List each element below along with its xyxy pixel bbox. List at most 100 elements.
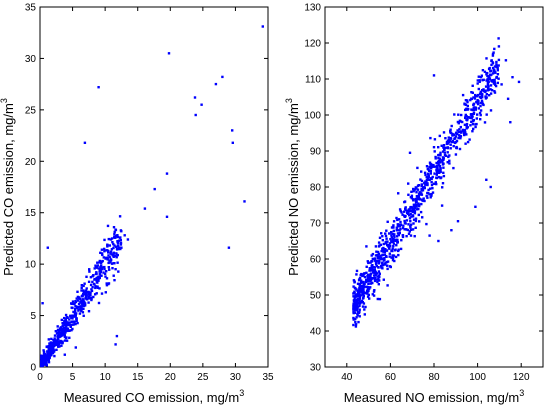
- co-data-point: [71, 314, 74, 317]
- no-data-point: [392, 245, 395, 248]
- co-data-point: [110, 262, 114, 265]
- no-data-point: [399, 227, 402, 231]
- no-data-point: [359, 273, 362, 277]
- no-data-point: [409, 228, 413, 231]
- co-data-point: [75, 319, 78, 322]
- no-data-point: [447, 136, 450, 139]
- no-data-point: [472, 119, 475, 122]
- no-data-point: [363, 291, 366, 295]
- co-x-tick-label: 35: [262, 372, 274, 383]
- no-data-point: [409, 226, 412, 229]
- co-data-point: [100, 252, 104, 255]
- co-data-point: [231, 129, 234, 132]
- no-data-point: [391, 258, 395, 262]
- co-data-point: [113, 232, 116, 236]
- no-data-point: [407, 182, 410, 185]
- no-data-point: [370, 269, 373, 272]
- no-data-point: [420, 185, 423, 188]
- co-data-point: [56, 328, 60, 332]
- no-data-point: [395, 226, 398, 229]
- no-data-point: [436, 171, 439, 174]
- no-data-point: [416, 184, 420, 188]
- no-data-point: [370, 260, 373, 263]
- co-x-tick-label: 10: [100, 372, 112, 383]
- co-data-point: [71, 300, 75, 303]
- co-data-point: [93, 267, 96, 270]
- co-data-point: [84, 292, 87, 295]
- no-data-point: [391, 232, 395, 236]
- no-data-point: [361, 285, 364, 288]
- no-data-point: [363, 275, 367, 279]
- no-data-point: [378, 259, 381, 262]
- co-data-point: [113, 254, 116, 258]
- no-data-point: [381, 264, 384, 267]
- no-data-point: [405, 209, 409, 212]
- co-data-point: [118, 215, 122, 218]
- no-data-point: [362, 280, 365, 284]
- no-data-point: [463, 128, 467, 132]
- co-data-point: [101, 253, 104, 257]
- co-data-point: [85, 287, 88, 290]
- no-data-point: [409, 220, 412, 223]
- no-data-point: [497, 37, 500, 40]
- no-data-point: [384, 232, 387, 235]
- no-data-point: [365, 265, 368, 268]
- no-data-point: [397, 253, 400, 257]
- co-data-point: [69, 324, 72, 327]
- no-data-point: [398, 231, 401, 235]
- co-data-point: [63, 339, 67, 342]
- no-data-point: [464, 103, 468, 106]
- no-data-point: [418, 204, 421, 208]
- co-data-point: [50, 337, 53, 341]
- co-data-point: [93, 283, 96, 286]
- co-data-point: [167, 52, 171, 55]
- no-data-point: [489, 70, 492, 73]
- no-data-point: [382, 278, 385, 281]
- no-data-point: [454, 135, 458, 138]
- no-data-point: [363, 285, 366, 288]
- no-data-point: [395, 239, 398, 242]
- co-data-point: [103, 247, 106, 251]
- co-data-point: [89, 291, 92, 295]
- co-data-point: [61, 341, 64, 345]
- no-data-point: [418, 193, 421, 196]
- co-data-point: [46, 246, 49, 249]
- no-data-point: [489, 88, 492, 91]
- co-data-point: [41, 302, 44, 305]
- no-data-point: [391, 254, 394, 257]
- co-data-point: [56, 340, 59, 343]
- no-data-point: [367, 289, 370, 292]
- no-data-point: [393, 259, 396, 263]
- no-data-point: [496, 69, 499, 72]
- no-data-point: [392, 254, 396, 257]
- no-data-point: [355, 293, 359, 296]
- no-data-point: [409, 225, 412, 228]
- no-data-point: [389, 244, 392, 248]
- no-data-point: [363, 272, 366, 275]
- no-data-point: [496, 81, 499, 85]
- no-data-point: [433, 172, 436, 175]
- co-data-point: [84, 290, 87, 293]
- no-data-point: [506, 97, 510, 100]
- co-data-point: [103, 272, 107, 275]
- co-data-point: [74, 307, 77, 311]
- no-data-point: [352, 279, 356, 282]
- no-data-point: [441, 150, 445, 153]
- no-data-point: [399, 223, 403, 227]
- no-data-point: [490, 63, 493, 67]
- no-data-point: [411, 209, 414, 212]
- no-data-point: [416, 188, 420, 191]
- no-data-point: [354, 325, 358, 328]
- no-data-point: [448, 159, 451, 162]
- no-data-point: [460, 113, 463, 117]
- no-y-axis-label: Predicted NO emission, mg/m3: [284, 98, 301, 276]
- no-data-point: [477, 107, 480, 110]
- no-data-point: [390, 249, 394, 252]
- co-data-point: [61, 324, 65, 327]
- no-data-point: [479, 76, 483, 79]
- co-data-point: [103, 265, 106, 269]
- no-data-point: [355, 304, 358, 307]
- no-data-point: [471, 123, 475, 126]
- co-x-tick-label: 30: [230, 372, 242, 383]
- no-data-point: [415, 205, 418, 208]
